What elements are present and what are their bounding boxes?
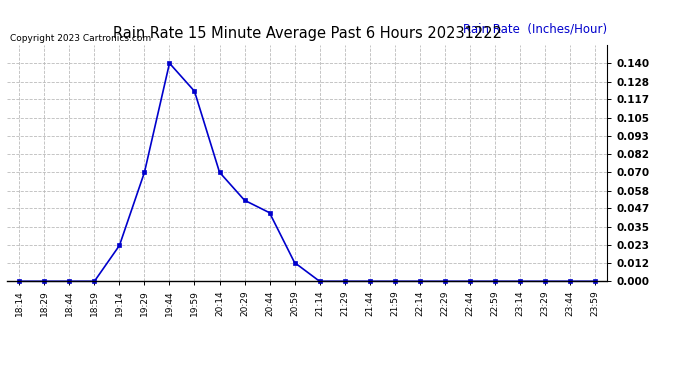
Title: Rain Rate 15 Minute Average Past 6 Hours 20231222: Rain Rate 15 Minute Average Past 6 Hours…	[112, 26, 502, 41]
Text: Rain Rate  (Inches/Hour): Rain Rate (Inches/Hour)	[463, 22, 607, 36]
Text: Copyright 2023 Cartronics.com: Copyright 2023 Cartronics.com	[10, 34, 151, 43]
